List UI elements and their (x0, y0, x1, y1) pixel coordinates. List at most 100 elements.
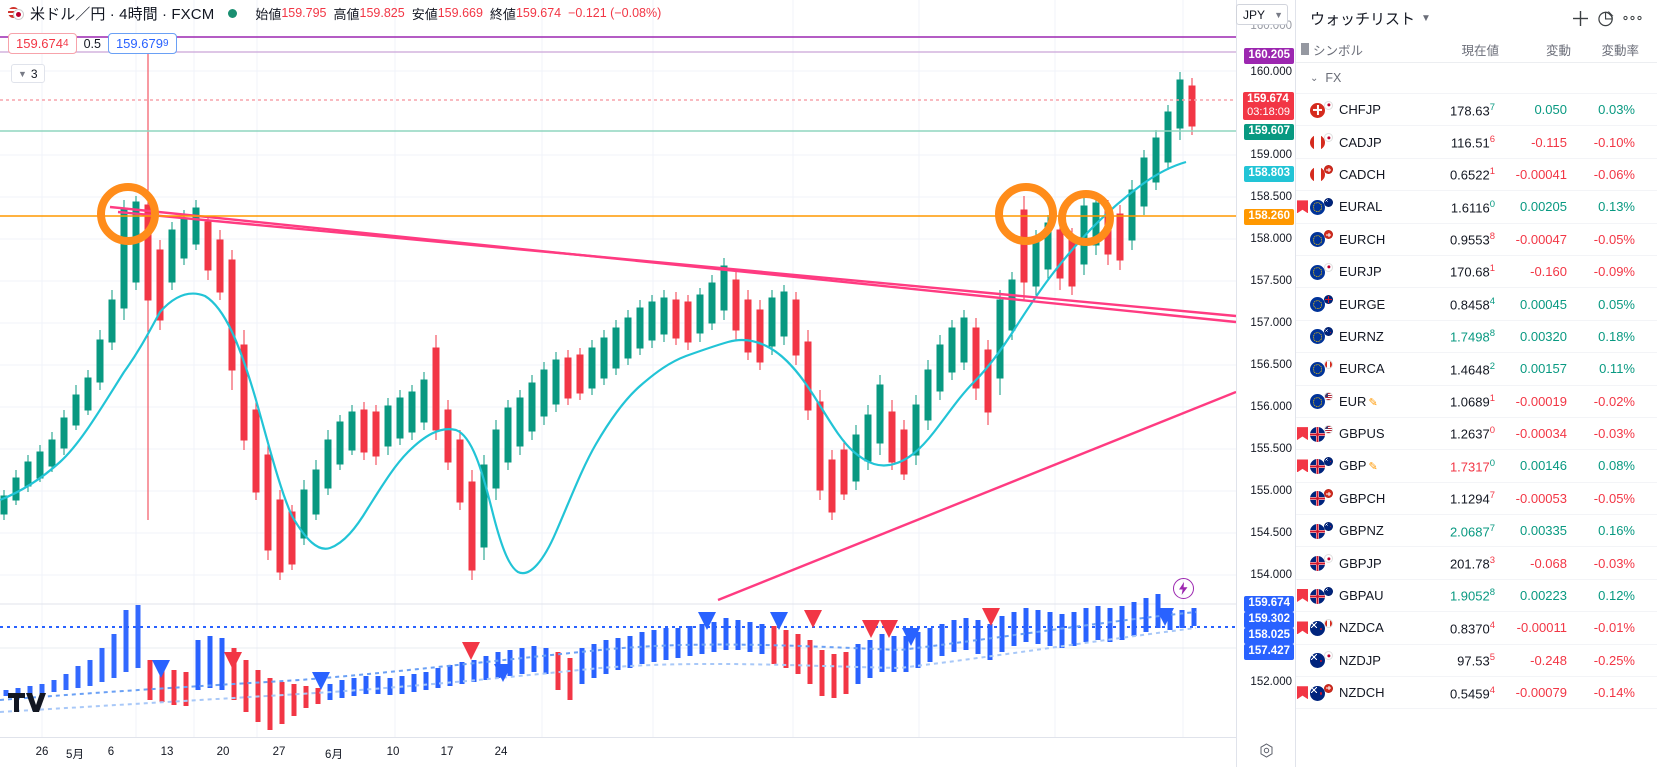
watchlist-row[interactable]: GBPUS 1.26370 -0.00034 -0.03% (1296, 418, 1657, 451)
column-change-pct[interactable]: 変動率 (1601, 43, 1639, 58)
column-change[interactable]: 変動 (1545, 43, 1571, 58)
watchlist-rows: CHFJP 178.637 0.050 0.03% CADJP 116.516 -0.115… (1296, 94, 1657, 767)
indicator-badge[interactable]: 158.025 (1244, 628, 1294, 644)
watchlist-symbol[interactable]: NZDJP (1339, 652, 1381, 668)
circle-annotations[interactable] (97, 183, 1114, 246)
more-horizontal-icon[interactable] (1619, 5, 1645, 31)
watchlist-change-pct: 0.03% (1598, 102, 1635, 118)
edit-pencil-icon[interactable]: ✎ (1368, 396, 1378, 409)
watchlist-change-pct: -0.10% (1593, 134, 1635, 150)
watchlist-symbol[interactable]: EURCA (1339, 361, 1385, 377)
watchlist-symbol[interactable]: NZDCH (1339, 685, 1385, 701)
chevron-down-icon[interactable]: ⌄ (1310, 72, 1319, 84)
watchlist-row[interactable]: NZDCA 0.83704 -0.00011 -0.01% (1296, 612, 1657, 645)
buy-price-button[interactable]: 159.679 9 (107, 33, 177, 54)
watchlist-symbol[interactable]: GBPAU (1339, 588, 1384, 604)
watchlist-row[interactable]: NZDJP 97.535 -0.248 -0.25% (1296, 645, 1657, 678)
lightning-bolt-icon[interactable] (1173, 578, 1194, 599)
order-quantity-stepper[interactable]: ▼ 3 (11, 64, 45, 83)
column-last[interactable]: 現在値 (1461, 43, 1499, 58)
watchlist-symbol[interactable]: GBPUS (1339, 426, 1385, 442)
watchlist-row[interactable]: GBPCH 1.12947 -0.00053 -0.05% (1296, 483, 1657, 516)
watchlist-symbol[interactable]: GBP ✎ (1339, 458, 1378, 474)
watchlist-symbol[interactable]: GBPCH (1339, 490, 1386, 506)
column-symbol[interactable]: シンボル (1313, 43, 1364, 58)
edit-pencil-icon[interactable]: ✎ (1368, 461, 1378, 474)
currency-select[interactable]: JPY ▼ (1236, 4, 1288, 25)
watchlist-change-pct: 0.08% (1598, 458, 1635, 474)
watchlist-symbol[interactable]: CHFJP (1339, 102, 1381, 118)
watchlist-change: -0.00011 (1516, 620, 1567, 636)
gear-hexagon-icon[interactable] (1259, 743, 1274, 758)
watchlist-symbol[interactable]: EURJP (1339, 264, 1382, 280)
watchlist-symbol[interactable]: EURAL (1339, 199, 1383, 215)
watchlist-panel: ウォッチリスト ▼ (1295, 0, 1657, 767)
watchlist-symbol[interactable]: CADCH (1339, 166, 1386, 182)
indicator-badge[interactable]: 159.674 (1244, 596, 1294, 612)
currency-pair-flag-icon (1310, 359, 1333, 378)
watchlist-row[interactable]: CADJP 116.516 -0.115 -0.10% (1296, 126, 1657, 159)
watchlist-change: -0.00019 (1515, 393, 1567, 409)
watchlist-symbol[interactable]: EURGE (1339, 296, 1386, 312)
tradingview-logo-icon[interactable] (8, 689, 50, 720)
watchlist-change: -0.00034 (1515, 426, 1567, 442)
watchlist-row[interactable]: GBPNZ 2.06877 0.00335 0.16% (1296, 515, 1657, 548)
watchlist-symbol[interactable]: EURCH (1339, 231, 1386, 247)
watchlist-change: -0.248 (1530, 652, 1567, 668)
watchlist-change: 0.00157 (1520, 361, 1567, 377)
order-ticket-widget[interactable]: 159.674 4 0.5 159.679 9 (8, 33, 177, 54)
watchlist-title[interactable]: ウォッチリスト (1310, 10, 1416, 28)
watchlist-symbol[interactable]: NZDCA (1339, 620, 1384, 636)
indicator-badge[interactable]: 159.302 (1244, 612, 1294, 628)
currency-pair-flag-icon (1310, 392, 1333, 410)
ma-level-badge[interactable]: 158.803 (1244, 166, 1294, 182)
watchlist-row[interactable]: NZDCH 0.54594 -0.00079 -0.14% (1296, 677, 1657, 710)
currency-pair-flag-icon (1310, 683, 1333, 702)
time-scale[interactable]: 26 5月 6 13 20 27 6月 10 17 24 (0, 737, 1236, 767)
watchlist-row[interactable]: EURGE 0.84584 0.00045 0.05% (1296, 288, 1657, 321)
watchlist-row[interactable]: EURCA 1.46482 0.00157 0.11% (1296, 353, 1657, 386)
watchlist-symbol[interactable]: EURNZ (1339, 328, 1384, 344)
watchlist-row[interactable]: EURJP 170.681 -0.160 -0.09% (1296, 256, 1657, 289)
chart-plot-area[interactable] (0, 0, 1236, 767)
watchlist-row[interactable]: GBP ✎ 1.73170 0.00146 0.08% (1296, 450, 1657, 483)
price-tick: 158.500 (1250, 191, 1292, 203)
indicator-axis-tick: 152.000 (1250, 676, 1292, 688)
descending-resistance-2 (117, 210, 1236, 318)
watchlist-row[interactable]: EUR ✎ 1.06891 -0.00019 -0.02% (1296, 386, 1657, 418)
symbol-title[interactable]: 米ドル／円 · 4時間 · FXCM (30, 5, 215, 23)
watchlist-row[interactable]: EURAL 1.61160 0.00205 0.13% (1296, 191, 1657, 224)
watchlist-symbol[interactable]: EUR ✎ (1339, 393, 1378, 409)
support-level-badge[interactable]: 158.260 (1244, 209, 1294, 225)
watchlist-symbol[interactable]: CADJP (1339, 134, 1382, 150)
watchlist-symbol[interactable]: GBPNZ (1339, 523, 1384, 539)
watchlist-row[interactable]: EURCH 0.95538 -0.00047 -0.05% (1296, 224, 1657, 256)
low-label: 安値 (411, 6, 438, 22)
watchlist-row[interactable]: GBPJP 201.783 -0.068 -0.03% (1296, 547, 1657, 580)
chevron-down-icon[interactable]: ▼ (1421, 12, 1431, 24)
pie-chart-icon[interactable] (1593, 5, 1619, 31)
trendline-annotations[interactable] (109, 205, 1236, 602)
plus-icon[interactable] (1567, 5, 1593, 31)
watchlist-row[interactable]: CADCH 0.65221 -0.00041 -0.06% (1296, 159, 1657, 192)
price-scale[interactable]: 160.000 160.205 160.000 159.674 03:18:09… (1236, 0, 1295, 767)
chevron-down-icon: ▼ (1274, 9, 1283, 20)
watchlist-symbol[interactable]: GBPJP (1339, 555, 1382, 571)
watchlist-row[interactable]: GBPAU 1.90528 0.00223 0.12% (1296, 580, 1657, 613)
sell-price-button[interactable]: 159.674 4 (8, 33, 77, 54)
flag-filter-icon[interactable] (1301, 43, 1309, 55)
take-profit-level-badge[interactable]: 160.205 (1244, 48, 1294, 64)
last-price-badge[interactable]: 159.674 03:18:09 (1243, 92, 1294, 120)
time-tick: 17 (440, 746, 454, 758)
watchlist-group-fx[interactable]: ⌄ FX (1296, 63, 1657, 94)
watchlist-row[interactable]: CHFJP 178.637 0.050 0.03% (1296, 94, 1657, 127)
price-tick: 158.000 (1250, 233, 1292, 245)
candlestick-series (0, 40, 1196, 580)
bar-countdown: 03:18:09 (1247, 106, 1290, 118)
watchlist-row[interactable]: EURNZ 1.74988 0.00320 0.18% (1296, 321, 1657, 354)
time-tick: 5月 (66, 749, 84, 761)
indicator-signal-arrows (152, 608, 1174, 690)
last-price-pipette: 0 (1489, 457, 1495, 469)
indicator-badge[interactable]: 157.427 (1244, 644, 1294, 660)
bid-level-badge[interactable]: 159.607 (1244, 124, 1294, 140)
